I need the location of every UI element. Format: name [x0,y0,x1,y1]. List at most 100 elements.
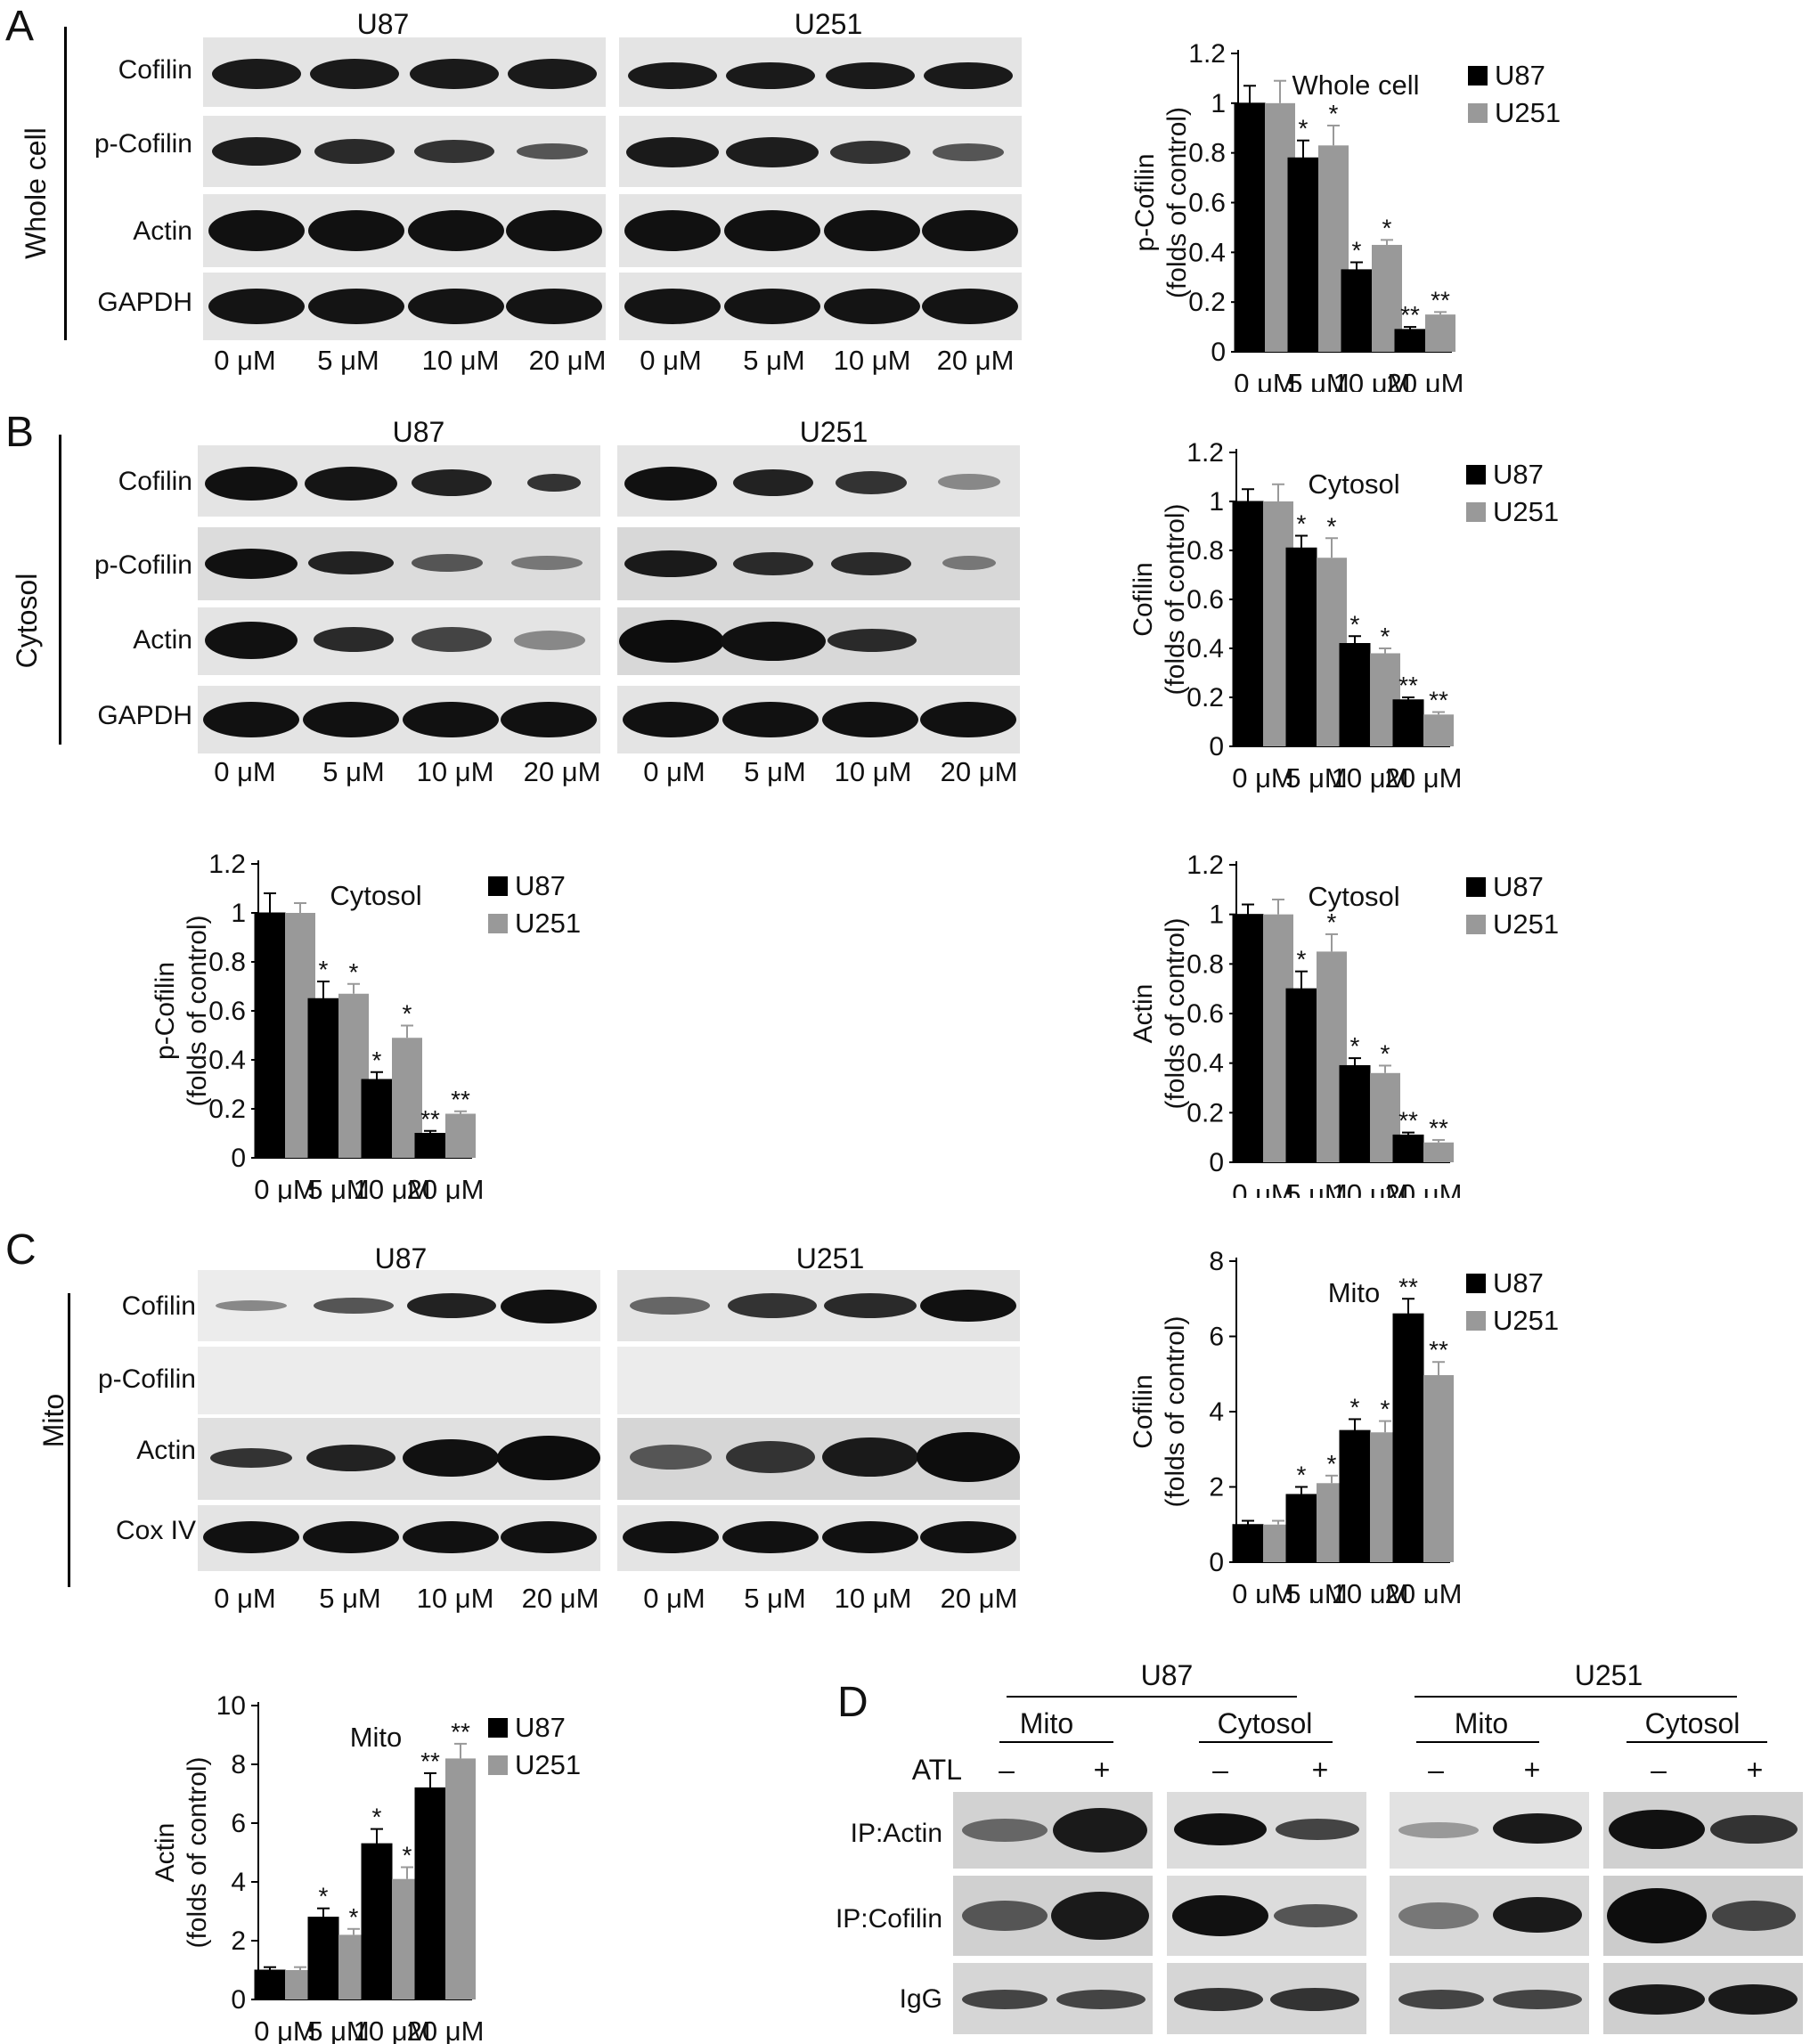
bar [254,1969,286,2000]
y-tick-label: 0.6 [1186,999,1224,1029]
legend-label: U251 [1493,496,1559,527]
bar-chart-cytosol-pcofilin: 0 0.2 0.4 0.6 0.8 1 1.2 p-Cofilin (folds of cont… [151,850,581,1202]
conc-label: 5 μM [319,1583,381,1614]
legend-label: U251 [1495,97,1561,128]
blot-strip [617,1418,1020,1500]
x-tick-label: 20 μM [407,1174,485,1202]
legend-label: U251 [1493,908,1559,940]
y-tick-label: 6 [1209,1323,1224,1352]
bar [1425,314,1455,352]
bar [1423,714,1454,746]
fraction-bracket [68,1293,70,1587]
sign: + [1311,1754,1329,1786]
x-tick-label: 0 μM [1232,1578,1294,1603]
y-tick-label: 1.2 [1186,851,1224,880]
significance-mark: * [1329,100,1339,127]
blot-strip [203,194,606,267]
bar [1339,1064,1371,1163]
blot-strip [953,1792,1153,1869]
bar [1232,914,1264,1163]
x-tick-label: 5 μM [1287,368,1349,392]
x-tick-label: 10 μM [1332,762,1409,793]
conc-label: 10 μM [834,1583,912,1614]
treatment-label: ATL [911,1754,962,1786]
blot-row-label: Actin [133,625,192,655]
significance-mark: * [1297,510,1307,538]
blot-strip [1390,1876,1589,1956]
sign: – [1212,1754,1228,1786]
y-tick-label: 0.4 [208,1046,246,1075]
ip-row-label: IgG [899,1984,942,2014]
blot-strip [617,607,1020,675]
bar [1234,102,1266,353]
blot-strip [198,1347,600,1414]
conc-label: 0 μM [214,756,276,787]
cell-line-label: U251 [794,8,863,40]
bar-chart-cytosol-cofilin: 0 0.2 0.4 0.6 0.8 1 1.2 Cofilin (folds of contro… [1129,438,1559,793]
significance-mark: ** [420,1747,440,1775]
blot-strip [1603,1963,1803,2034]
legend-label: U87 [1493,871,1544,902]
y-tick-label: 0.8 [1188,139,1226,168]
blot-strip [198,1505,600,1571]
y-tick-label: 8 [1209,1247,1224,1276]
y-tick-label: 1 [1211,89,1226,118]
y-tick-label: 0.4 [1188,238,1226,267]
bar [1285,1494,1317,1563]
y-axis-label: (folds of control) [1161,917,1190,1109]
significance-mark: * [1381,1039,1390,1067]
y-tick-label: 1.2 [208,850,246,879]
group-line [1007,1696,1297,1698]
panel-label-c: C [5,1226,37,1274]
cell-line-label: U251 [795,1242,865,1274]
legend-label: U251 [515,1749,581,1780]
y-tick-label: 0.2 [1188,288,1226,317]
bar [1287,157,1319,353]
significance-mark: * [1350,610,1360,638]
significance-mark: ** [420,1105,440,1133]
blot-row-label: Cox IV [115,1516,196,1545]
group-line [1627,1741,1767,1743]
blot-strip [198,1270,600,1341]
significance-mark: ** [1398,1107,1418,1135]
y-tick-label: 0 [231,1985,246,2015]
y-axis-label: (folds of control) [1161,1315,1190,1507]
y-tick-label: 0.8 [1186,536,1224,566]
cell-line-label: U87 [374,1242,428,1274]
blot-strip [619,37,1022,107]
significance-mark: * [1350,1032,1360,1060]
bar [445,1113,476,1158]
y-tick-label: 1 [1209,487,1224,517]
fraction-label: Cytosol [1644,1707,1741,1739]
legend-swatch [488,1718,508,1738]
conc-label: 5 μM [744,756,806,787]
legend-swatch [1466,915,1486,934]
significance-mark: * [1327,512,1337,540]
blot-strip [203,37,606,107]
y-tick-label: 10 [216,1692,246,1721]
x-tick-label: 0 μM [254,1174,316,1202]
legend-label: U87 [1495,60,1545,91]
blot-strip [198,527,600,600]
x-tick-label: 5 μM [307,2015,370,2044]
y-tick-label: 0 [1209,1148,1224,1177]
y-tick-label: 1.2 [1188,39,1226,69]
bar [1232,501,1264,747]
significance-mark: * [1352,237,1362,265]
legend-swatch [1466,465,1486,485]
ip-row-label: IP:Actin [850,1819,942,1848]
significance-mark: * [403,1000,412,1028]
significance-mark: * [1381,623,1390,650]
fraction-label: Cytosol [1217,1707,1313,1739]
y-tick-label: 0.2 [208,1095,246,1124]
blot-strip [617,1270,1020,1341]
ip-row-label: IP:Cofilin [835,1904,942,1934]
blot-strip [619,194,1022,267]
conc-label: 10 μM [833,345,911,376]
conc-label: 5 μM [322,756,385,787]
bar [1423,1142,1454,1162]
fraction-label: Mito [1019,1707,1074,1739]
chart-title: Mito [350,1722,403,1753]
bar [1285,988,1317,1163]
conc-label: 0 μM [640,345,702,376]
